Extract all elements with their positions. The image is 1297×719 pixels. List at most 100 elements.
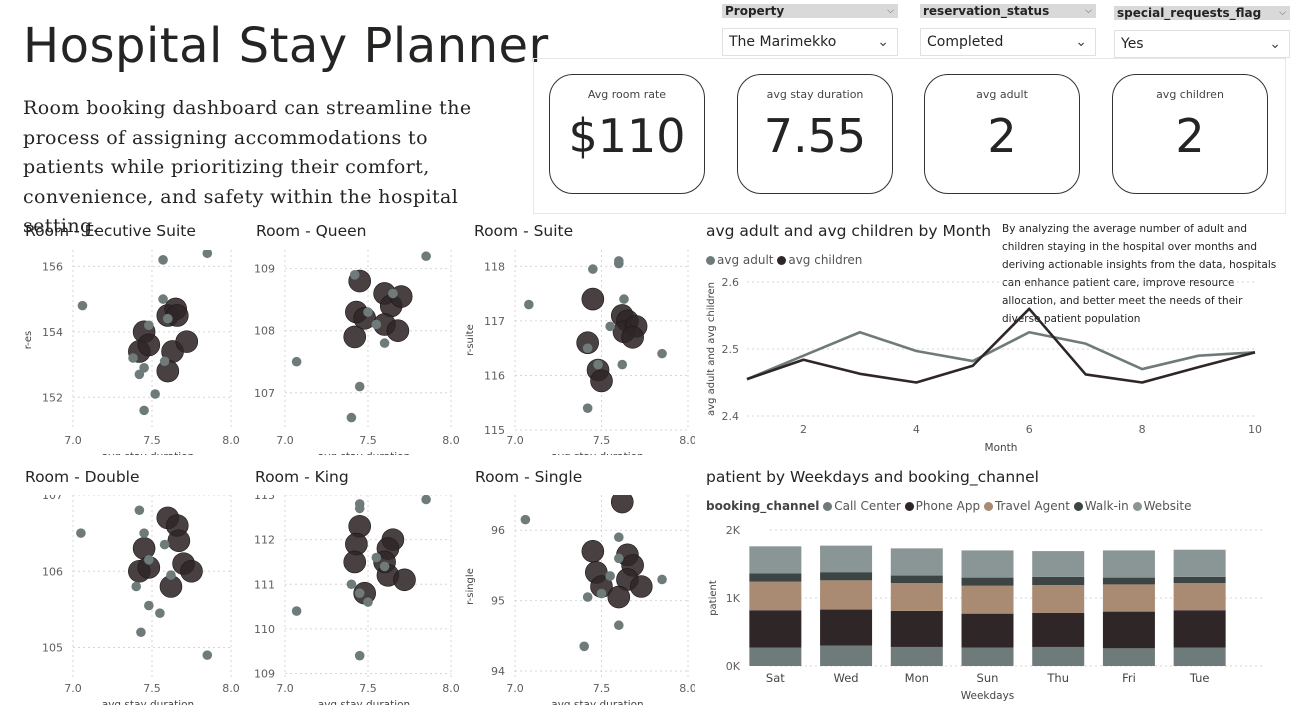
bar-segment bbox=[890, 646, 943, 666]
scatter-point bbox=[202, 250, 213, 259]
scatter-point bbox=[657, 574, 667, 585]
x-axis-label: avg stay duration bbox=[551, 451, 643, 455]
slicer-dropdown[interactable]: Yes ⌄ bbox=[1114, 30, 1290, 58]
bar-segment bbox=[961, 613, 1014, 648]
y-tick-label: 118 bbox=[484, 260, 505, 273]
scatter-chart-single: 7.0 7.5 8.0 94 95 96 avg stay duration r-single bbox=[465, 495, 695, 705]
chart-title: patient by Weekdays and booking_channel bbox=[706, 468, 1039, 486]
slicer-label: special_requests_flag bbox=[1117, 6, 1262, 20]
scatter-point-large bbox=[590, 369, 613, 393]
scatter-point bbox=[614, 256, 624, 266]
chevron-down-icon[interactable]: ⌵ bbox=[1085, 6, 1092, 16]
scatter-point bbox=[158, 294, 168, 304]
scatter-point-large bbox=[137, 333, 161, 357]
y-tick-label: 0K bbox=[726, 660, 741, 673]
legend-item[interactable]: Travel Agent bbox=[983, 499, 1070, 513]
kpi-label: avg adult bbox=[976, 88, 1028, 101]
x-tick-label: Tue bbox=[1189, 671, 1210, 685]
y-tick-label: 2K bbox=[726, 524, 741, 537]
x-tick-label: 7.0 bbox=[506, 434, 524, 447]
y-tick-label: 109 bbox=[254, 668, 275, 681]
property-slicer[interactable]: Property ⌵ The Marimekko ⌄ bbox=[722, 4, 898, 56]
scatter-point bbox=[614, 620, 624, 631]
bar-segment bbox=[1032, 551, 1085, 577]
y-tick-label: 115 bbox=[484, 424, 505, 437]
y-tick-label: 1K bbox=[726, 592, 741, 605]
special-requests-slicer[interactable]: special_requests_flag ⌵ Yes ⌄ bbox=[1114, 6, 1290, 58]
bar-segment bbox=[1032, 612, 1085, 647]
legend-item[interactable]: avg children bbox=[777, 253, 862, 267]
y-tick-label: 107 bbox=[254, 387, 275, 400]
legend-item[interactable]: Walk-in bbox=[1073, 499, 1129, 513]
legend-item[interactable]: avg adult bbox=[706, 253, 774, 267]
bar-segment bbox=[961, 585, 1014, 614]
bar-segment bbox=[1173, 610, 1226, 648]
chevron-down-icon[interactable]: ⌵ bbox=[887, 6, 894, 16]
scatter-point-large bbox=[167, 529, 191, 553]
scatter-point bbox=[144, 555, 154, 565]
slicer-dropdown[interactable]: The Marimekko ⌄ bbox=[722, 28, 898, 56]
scatter-point bbox=[619, 294, 629, 304]
slicer-value: Yes bbox=[1121, 36, 1144, 52]
bar-segment bbox=[749, 647, 802, 666]
x-tick-label: 6 bbox=[1026, 423, 1033, 436]
bar-segment bbox=[1032, 576, 1085, 586]
scatter-chart-king: 7.0 7.5 8.0 109 110 111 112 113 avg stay duratio… bbox=[254, 495, 460, 705]
page-title: Hospital Stay Planner bbox=[23, 18, 549, 74]
bar-segment bbox=[749, 546, 802, 574]
chevron-down-icon[interactable]: ⌵ bbox=[1279, 8, 1286, 18]
bar-segment bbox=[1102, 577, 1155, 585]
scatter-point bbox=[139, 405, 149, 416]
bar-segment bbox=[890, 610, 943, 647]
x-tick-label: 7.5 bbox=[593, 434, 611, 447]
legend-item[interactable]: Website bbox=[1132, 499, 1191, 513]
scatter-point bbox=[158, 255, 168, 265]
scatter-point bbox=[163, 313, 173, 324]
chart-title: avg adult and avg children by Month bbox=[706, 222, 992, 240]
bar-segment bbox=[749, 610, 802, 648]
scatter-point bbox=[579, 641, 589, 652]
x-tick-label: 4 bbox=[913, 423, 920, 436]
x-tick-label: 8 bbox=[1139, 423, 1146, 436]
line-chart: 2.4 2.5 2.6 2 4 6 8 10 Month avg adult and avg ch… bbox=[706, 276, 1262, 454]
slicer-value: The Marimekko bbox=[729, 34, 837, 50]
bar-segment bbox=[820, 545, 873, 573]
scatter-point-large bbox=[393, 568, 416, 592]
x-tick-label: 8.0 bbox=[679, 682, 695, 695]
y-tick-label: 117 bbox=[484, 315, 505, 328]
chevron-down-icon: ⌄ bbox=[877, 34, 889, 50]
scatter-point bbox=[159, 539, 170, 550]
legend-label: avg adult bbox=[717, 253, 774, 267]
scatter-point bbox=[354, 650, 365, 661]
legend-item[interactable]: Phone App bbox=[904, 499, 980, 513]
chart-title: Room - Double bbox=[25, 468, 140, 486]
scatter-point-large bbox=[581, 540, 605, 563]
x-tick-label: 2 bbox=[800, 423, 807, 436]
stacked-bar-chart: 0K 1K 2K patient Sat Wed Mon Sun Thu Fri Tue Weekda… bbox=[708, 524, 1265, 702]
legend-label: Travel Agent bbox=[994, 499, 1070, 513]
line-chart-legend: avg adult avg children bbox=[706, 253, 862, 267]
reservation-status-slicer[interactable]: reservation_status ⌵ Completed ⌄ bbox=[920, 4, 1096, 56]
legend-item[interactable]: Call Center bbox=[823, 499, 901, 513]
y-tick-label: 112 bbox=[254, 534, 275, 547]
x-tick-label: 7.0 bbox=[276, 682, 294, 695]
scatter-point-large bbox=[386, 319, 410, 342]
slicer-dropdown[interactable]: Completed ⌄ bbox=[920, 28, 1096, 56]
scatter-point bbox=[582, 403, 593, 413]
x-axis-label: avg stay duration bbox=[551, 699, 643, 705]
page-description: Room booking dashboard can streamline th… bbox=[23, 97, 472, 237]
legend-title: booking_channel bbox=[706, 499, 820, 513]
scatter-point bbox=[77, 300, 88, 311]
x-tick-label: Thu bbox=[1046, 671, 1069, 685]
slicer-label: Property bbox=[725, 4, 785, 18]
y-tick-label: 116 bbox=[484, 369, 505, 382]
kpi-label: avg children bbox=[1156, 88, 1224, 101]
x-tick-label: 7.5 bbox=[359, 682, 377, 695]
chart-title: Room - King bbox=[255, 468, 349, 486]
scatter-point bbox=[379, 338, 390, 348]
x-tick-label: 7.5 bbox=[143, 434, 161, 447]
scatter-point bbox=[291, 356, 302, 367]
chart-title: Room - Suite bbox=[474, 222, 574, 240]
scatter-point bbox=[363, 597, 373, 607]
y-tick-label: 2.4 bbox=[722, 410, 740, 423]
